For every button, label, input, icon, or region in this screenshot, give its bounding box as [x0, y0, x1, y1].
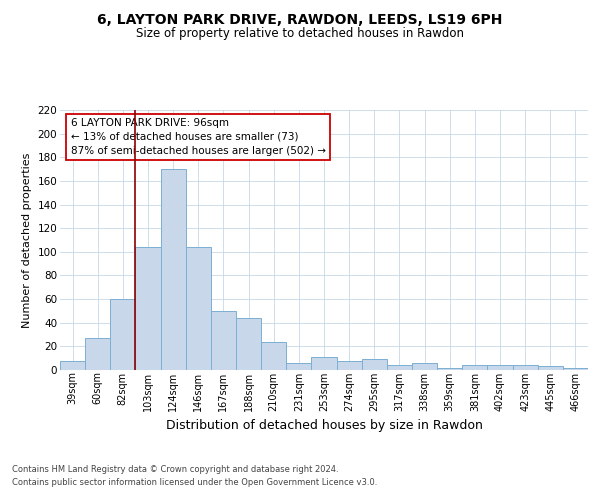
- Bar: [387, 366, 412, 370]
- Bar: [85, 338, 110, 370]
- Bar: [110, 299, 136, 370]
- Y-axis label: Number of detached properties: Number of detached properties: [22, 152, 32, 328]
- Bar: [286, 363, 311, 370]
- Text: Size of property relative to detached houses in Rawdon: Size of property relative to detached ho…: [136, 28, 464, 40]
- Bar: [538, 366, 563, 370]
- Bar: [261, 342, 286, 370]
- Bar: [462, 366, 487, 370]
- Bar: [512, 366, 538, 370]
- Bar: [412, 363, 437, 370]
- Text: 6, LAYTON PARK DRIVE, RAWDON, LEEDS, LS19 6PH: 6, LAYTON PARK DRIVE, RAWDON, LEEDS, LS1…: [97, 12, 503, 26]
- Text: 6 LAYTON PARK DRIVE: 96sqm
← 13% of detached houses are smaller (73)
87% of semi: 6 LAYTON PARK DRIVE: 96sqm ← 13% of deta…: [71, 118, 326, 156]
- Bar: [563, 368, 588, 370]
- Bar: [136, 247, 161, 370]
- Bar: [437, 368, 462, 370]
- Bar: [311, 357, 337, 370]
- Text: Contains public sector information licensed under the Open Government Licence v3: Contains public sector information licen…: [12, 478, 377, 487]
- Text: Contains HM Land Registry data © Crown copyright and database right 2024.: Contains HM Land Registry data © Crown c…: [12, 466, 338, 474]
- Bar: [186, 247, 211, 370]
- Bar: [337, 360, 362, 370]
- Bar: [487, 366, 512, 370]
- Bar: [211, 311, 236, 370]
- X-axis label: Distribution of detached houses by size in Rawdon: Distribution of detached houses by size …: [166, 419, 482, 432]
- Bar: [236, 318, 261, 370]
- Bar: [362, 360, 387, 370]
- Bar: [161, 169, 186, 370]
- Bar: [60, 360, 85, 370]
